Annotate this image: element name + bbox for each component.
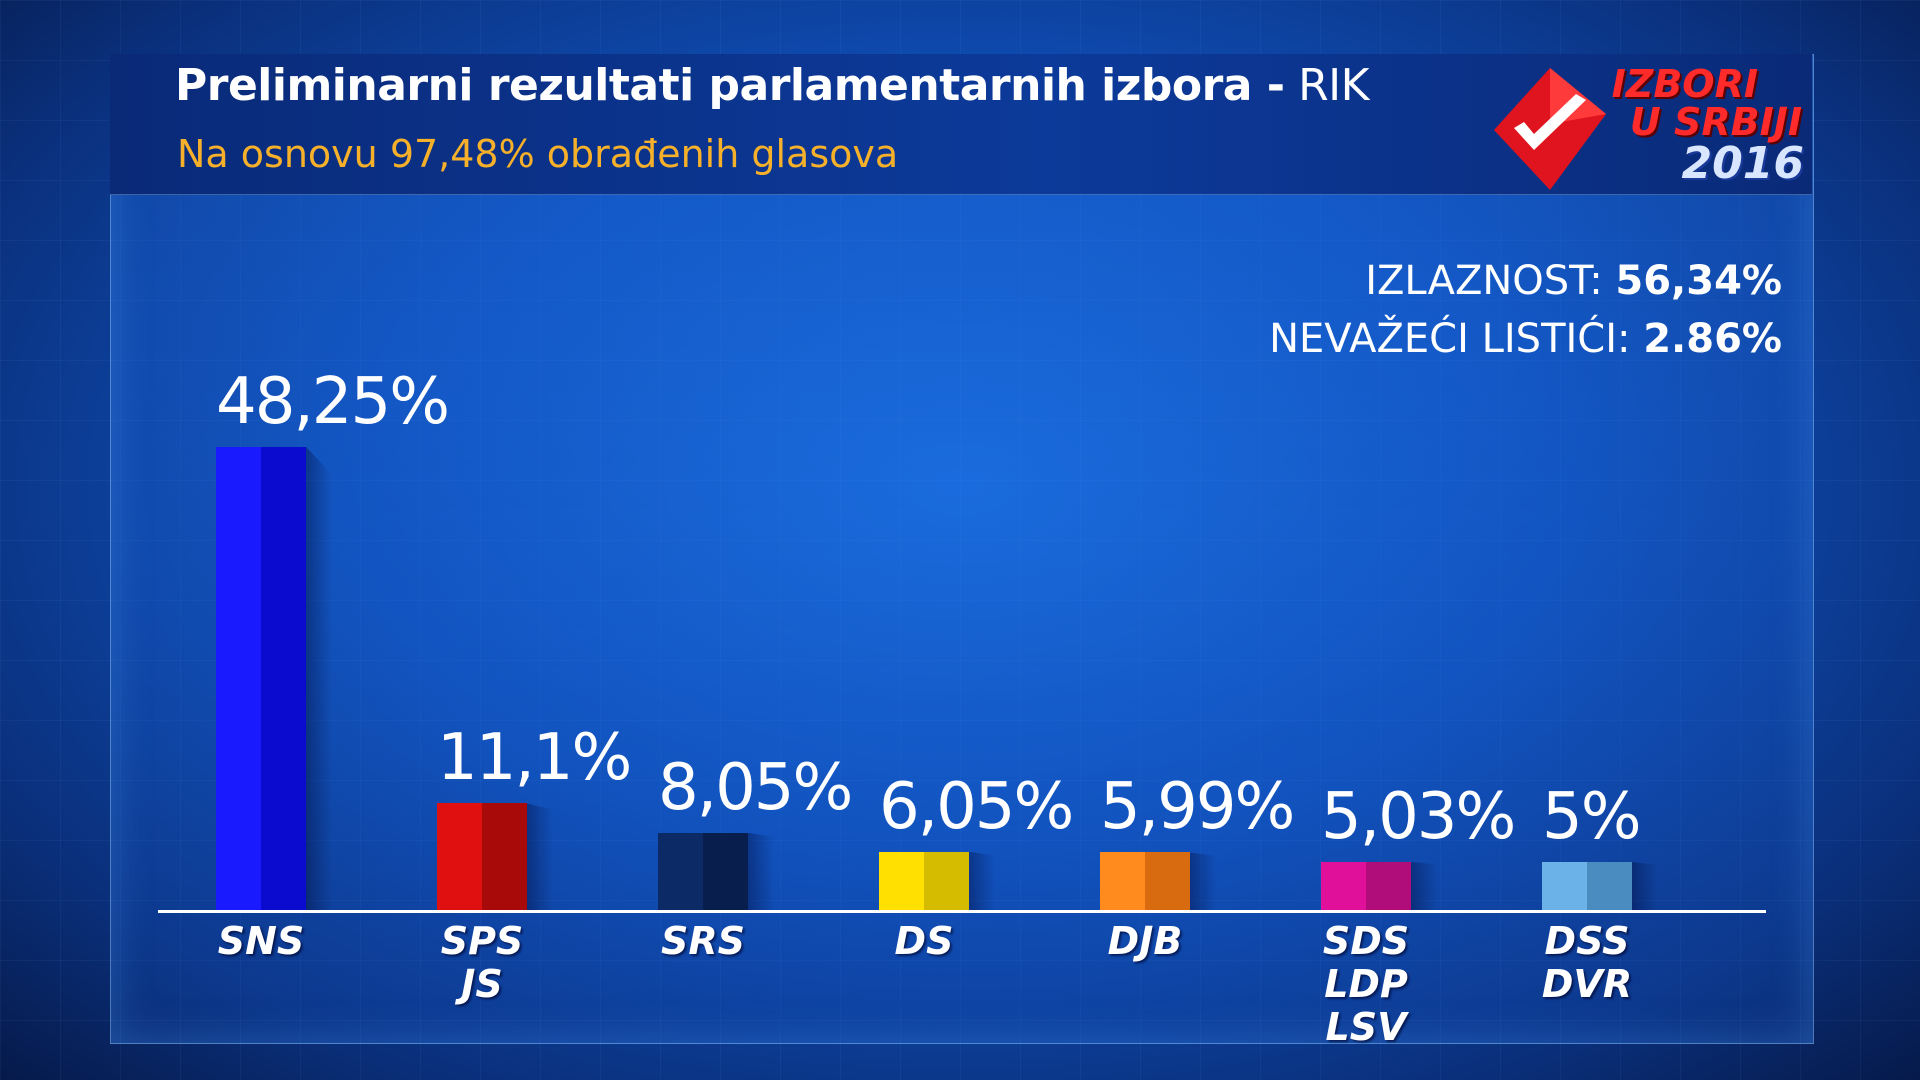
chart-baseline: [158, 910, 1766, 913]
value-label: 5%: [1542, 780, 1642, 854]
category-label-line: SDS: [1322, 919, 1410, 963]
category-label-line: DS: [894, 919, 954, 963]
category-label-line: LDP: [1324, 962, 1408, 1006]
bar-sds-ldp-lsv: [1321, 861, 1437, 910]
category-label: SRS: [613, 920, 793, 963]
invalid-ballots-value: 2.86%: [1643, 316, 1782, 362]
title-source: RIK: [1298, 60, 1369, 111]
value-label: 5,99%: [1100, 770, 1295, 845]
category-label-line: SNS: [217, 919, 305, 963]
value-label: 8,05%: [658, 750, 853, 825]
turnout-stats: IZLAZNOST: 56,34% NEVAŽEĆI LISTIĆI: 2.86…: [1269, 252, 1782, 368]
category-label: DS: [834, 920, 1014, 963]
turnout-value: 56,34%: [1615, 258, 1782, 304]
page-subtitle: Na osnovu 97,48% obrađenih glasova: [177, 132, 899, 176]
page-title: Preliminarni rezultati parlamentarnih iz…: [175, 60, 1369, 111]
bar-djb: [1100, 852, 1216, 910]
ballot-check-icon: [1494, 68, 1606, 190]
bar-sps-js: [437, 803, 553, 910]
elections-logo: IZBORI U SRBIJI 2016: [1490, 62, 1810, 222]
category-label: SPS JS: [392, 920, 572, 1006]
value-label: 11,1%: [437, 721, 632, 796]
logo-line-1: IZBORI: [1611, 62, 1758, 106]
title-main: Preliminarni rezultati parlamentarnih iz…: [175, 60, 1285, 111]
category-label: DSS DVR: [1497, 920, 1677, 1006]
bar-srs: [658, 832, 774, 910]
category-label-line: LSV: [1325, 1005, 1407, 1049]
category-label-line: DSS: [1544, 919, 1630, 963]
turnout-row: IZLAZNOST: 56,34%: [1269, 252, 1782, 310]
category-label-line: DJB: [1107, 919, 1183, 963]
turnout-label: IZLAZNOST:: [1365, 258, 1603, 304]
category-label-line: SRS: [661, 919, 745, 963]
invalid-ballots-label: NEVAŽEĆI LISTIĆI:: [1269, 316, 1631, 362]
category-label-line: JS: [461, 962, 503, 1006]
value-label: 48,25%: [216, 364, 450, 439]
value-label: 5,03%: [1321, 779, 1516, 854]
value-label: 6,05%: [879, 769, 1074, 844]
logo-line-2: U SRBIJI: [1629, 100, 1802, 144]
category-label: SNS: [171, 920, 351, 963]
bar-dss-dvr: [1542, 862, 1658, 910]
category-label: DJB: [1055, 920, 1235, 963]
bar-ds: [879, 851, 995, 910]
category-label: SDS LDP LSV: [1276, 920, 1456, 1049]
logo-line-3: 2016: [1681, 138, 1804, 189]
bar-sns: [216, 446, 332, 910]
category-label-line: DVR: [1541, 962, 1633, 1006]
invalid-ballots-row: NEVAŽEĆI LISTIĆI: 2.86%: [1269, 310, 1782, 368]
category-label-line: SPS: [440, 919, 524, 963]
